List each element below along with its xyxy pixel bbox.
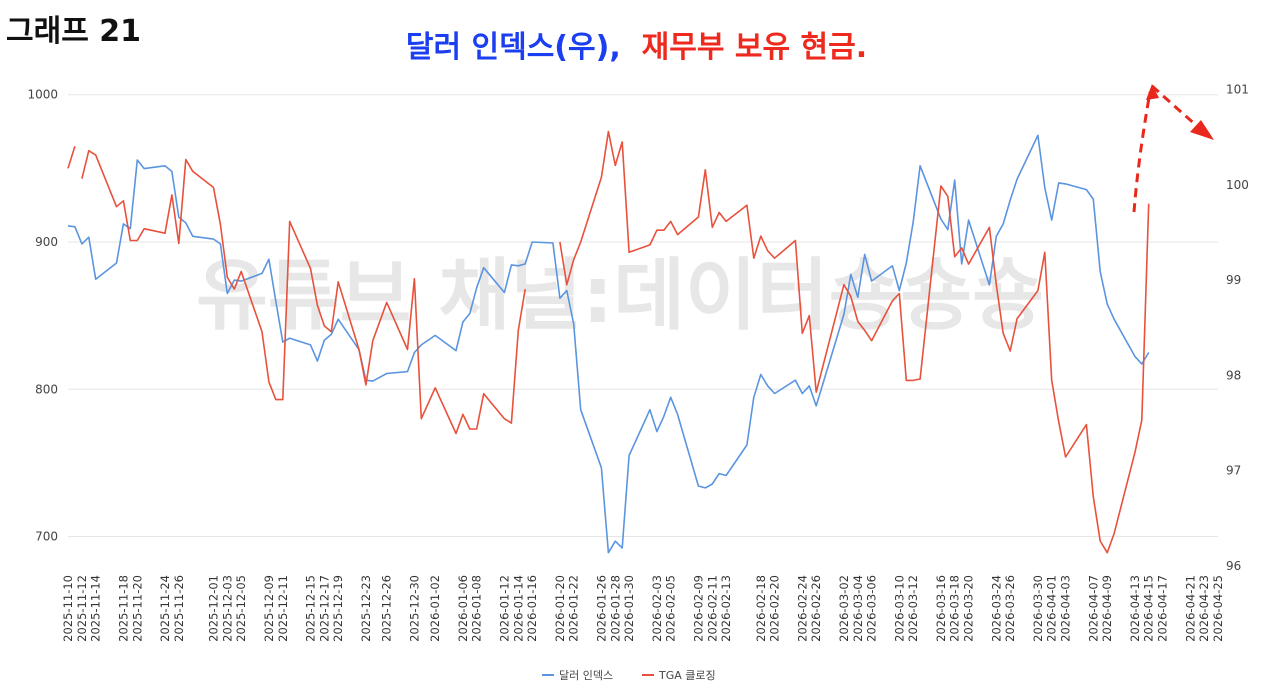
arrow-up-head <box>1146 84 1159 100</box>
x-tick-label: 2026-02-13 <box>719 575 733 642</box>
x-tick-label: 2026-03-10 <box>892 575 906 642</box>
x-tick-label: 2026-04-03 <box>1059 575 1073 642</box>
left-tick-label: 900 <box>35 235 58 249</box>
x-tick-label: 2026-02-09 <box>691 575 705 642</box>
watermark-text: 유튜브 채널:데이터숑숑숑 <box>196 251 1044 341</box>
x-tick-label: 2026-03-30 <box>1031 575 1045 642</box>
tga-line <box>67 130 1150 554</box>
x-tick-label: 2026-04-09 <box>1100 575 1114 642</box>
x-tick-label: 2026-04-07 <box>1086 575 1100 642</box>
x-tick-label: 2026-04-17 <box>1156 575 1170 642</box>
x-tick-label: 2025-11-12 <box>75 575 89 642</box>
x-tick-label: 2025-12-09 <box>262 575 276 642</box>
x-tick-label: 2026-01-22 <box>567 575 581 642</box>
x-tick-label: 2026-02-11 <box>705 575 719 642</box>
x-tick-label: 2026-01-02 <box>428 575 442 642</box>
right-tick-label: 98 <box>1226 368 1241 382</box>
legend: 달러 인덱스 TGA 클로징 <box>542 669 716 682</box>
x-tick-label: 2025-12-30 <box>407 575 421 642</box>
x-tick-label: 2026-01-30 <box>622 575 636 642</box>
x-tick-label: 2026-01-16 <box>525 575 539 642</box>
title-treasury-cash: 재무부 보유 현금. <box>641 30 868 65</box>
x-tick-label: 2025-11-26 <box>172 575 186 642</box>
x-tick-label: 2026-01-28 <box>608 575 622 642</box>
x-tick-label: 2026-03-02 <box>837 575 851 642</box>
x-tick-label: 2026-03-16 <box>934 575 948 642</box>
legend-label-dollar-index: 달러 인덱스 <box>559 669 613 682</box>
x-tick-label: 2026-01-20 <box>553 575 567 642</box>
x-tick-label: 2025-11-10 <box>61 575 75 642</box>
right-tick-label: 96 <box>1226 559 1241 573</box>
x-tick-label: 2025-11-14 <box>89 575 103 642</box>
x-tick-label: 2025-11-20 <box>130 575 144 642</box>
x-tick-label: 2025-12-26 <box>380 575 394 642</box>
x-tick-label: 2026-03-12 <box>906 575 920 642</box>
x-tick-label: 2025-12-15 <box>303 575 317 642</box>
x-tick-label: 2026-02-03 <box>650 575 664 642</box>
right-tick-label: 99 <box>1226 273 1241 287</box>
x-tick-label: 2026-04-15 <box>1142 575 1156 642</box>
left-y-axis: 700 800 900 1000 <box>27 88 58 544</box>
x-tick-label: 2026-04-21 <box>1183 575 1197 642</box>
right-tick-label: 97 <box>1226 464 1241 478</box>
x-tick-label: 2025-12-23 <box>359 575 373 642</box>
right-y-axis: 96 97 98 99 100 101 <box>1226 83 1249 573</box>
chart-title: 달러 인덱스(우), 재무부 보유 현금. <box>0 22 1273 66</box>
x-tick-label: 2026-03-24 <box>989 575 1003 642</box>
right-tick-label: 100 <box>1226 178 1249 192</box>
x-tick-label: 2026-04-25 <box>1211 575 1225 642</box>
x-tick-label: 2025-12-03 <box>220 575 234 642</box>
arrow-up-segment <box>1132 91 1152 213</box>
x-tick-label: 2026-01-14 <box>511 575 525 642</box>
arrow-down-segment <box>1151 84 1199 129</box>
x-tick-label: 2026-03-20 <box>962 575 976 642</box>
x-tick-label: 2026-04-13 <box>1128 575 1142 642</box>
dollar-index-line <box>67 134 1150 554</box>
right-tick-label: 101 <box>1226 83 1249 97</box>
x-tick-label: 2026-02-20 <box>768 575 782 642</box>
arrow-down-head <box>1190 120 1214 140</box>
left-tick-label: 700 <box>35 530 58 544</box>
x-tick-label: 2026-03-26 <box>1003 575 1017 642</box>
x-tick-label: 2025-12-01 <box>206 575 220 642</box>
x-tick-label: 2026-01-12 <box>497 575 511 642</box>
x-tick-label: 2025-11-24 <box>158 575 172 642</box>
series-lines <box>67 130 1150 554</box>
x-tick-label: 2025-12-05 <box>234 575 248 642</box>
x-tick-label: 2025-11-18 <box>116 575 130 642</box>
forecast-arrow <box>1132 84 1214 213</box>
x-tick-label: 2026-01-26 <box>594 575 608 642</box>
x-tick-label: 2025-12-17 <box>317 575 331 642</box>
legend-label-tga: TGA 클로징 <box>658 669 716 682</box>
title-dollar-index: 달러 인덱스(우), <box>405 30 621 65</box>
gridlines <box>68 94 1218 538</box>
x-tick-label: 2026-02-24 <box>795 575 809 642</box>
x-tick-label: 2026-03-18 <box>948 575 962 642</box>
x-tick-label: 2026-04-23 <box>1197 575 1211 642</box>
x-tick-label: 2025-12-19 <box>331 575 345 642</box>
x-tick-label: 2026-01-06 <box>456 575 470 642</box>
left-tick-label: 800 <box>35 382 58 396</box>
x-tick-label: 2026-01-08 <box>470 575 484 642</box>
x-tick-label: 2026-02-05 <box>664 575 678 642</box>
x-tick-label: 2026-03-04 <box>851 575 865 642</box>
graph-label: 그래프 21 <box>6 14 141 49</box>
x-tick-label: 2025-12-11 <box>276 575 290 642</box>
x-tick-label: 2026-02-26 <box>809 575 823 642</box>
x-tick-label: 2026-02-18 <box>754 575 768 642</box>
x-tick-label: 2026-04-01 <box>1045 575 1059 642</box>
x-axis: 2025-11-10 2025-11-12 2025-11-14 2025-11-18… <box>61 575 1225 642</box>
x-tick-label: 2026-03-06 <box>865 575 879 642</box>
left-tick-label: 1000 <box>27 88 58 102</box>
